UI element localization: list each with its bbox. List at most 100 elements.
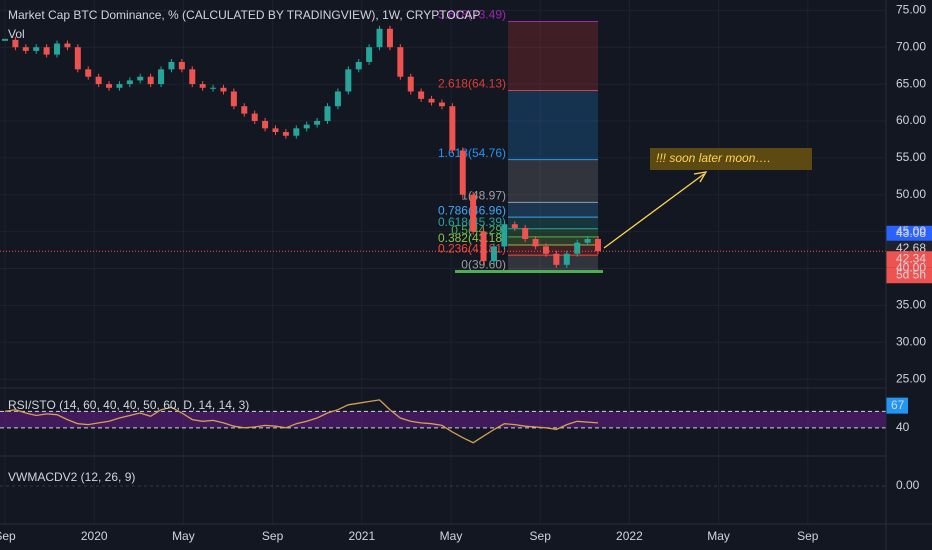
candle: [168, 61, 175, 70]
candle: [595, 238, 601, 252]
candle: [199, 84, 206, 88]
y-tick-label: 30.00: [896, 334, 926, 348]
candle: [95, 76, 102, 85]
grid: [0, 0, 886, 524]
countdown-tag: [886, 267, 932, 284]
annotation-box: [650, 148, 812, 170]
candle: [418, 91, 425, 99]
y-tick-label: 70.00: [896, 39, 926, 53]
candle: [397, 47, 404, 77]
candle: [574, 242, 581, 254]
volume-label: Vol: [8, 27, 25, 41]
candle: [470, 194, 477, 232]
fib-band: [508, 236, 598, 246]
x-tick-label: May: [172, 529, 195, 543]
candle: [106, 84, 113, 88]
plot: 3.618(73.49) 2.618(64.13) 1.618(54.76) 1(48…: [0, 8, 932, 492]
candle: [43, 47, 50, 55]
candle: [116, 84, 123, 88]
candle: [64, 43, 71, 48]
y-tick-label: 50.00: [896, 187, 926, 201]
fib-band: [508, 255, 598, 272]
macd-tick-label: 0.00: [896, 478, 920, 492]
x-tick-label: Sep: [530, 529, 552, 543]
candle: [22, 47, 29, 51]
candle: [355, 61, 362, 70]
candle: [522, 227, 529, 239]
candle: [147, 76, 154, 85]
fib-band: [508, 159, 598, 203]
price-tag-label: 43.08: [896, 226, 926, 240]
candle: [386, 28, 393, 48]
candle: [459, 150, 466, 195]
fib-band: [508, 245, 598, 256]
x-tick-label: 2022: [616, 529, 643, 543]
candle: [501, 224, 508, 247]
candle: [158, 69, 165, 85]
candle: [334, 91, 341, 107]
rsi-tag-label: 67: [891, 398, 905, 412]
candle: [438, 102, 445, 107]
fib-label: 0.5(44.29): [451, 223, 506, 237]
candle: [366, 47, 373, 62]
candle: [230, 91, 237, 107]
candle: [54, 43, 61, 55]
y-tick-label: 60.00: [896, 113, 926, 127]
candle: [85, 69, 92, 77]
fib-label: 0.236(41.81): [438, 241, 506, 255]
annotation-arrow: [603, 173, 705, 249]
y-tick-label: 25.00: [896, 371, 926, 385]
rsi-tick-label: 40: [896, 420, 910, 434]
candle: [490, 246, 497, 262]
candle: [511, 224, 518, 228]
candle: [584, 238, 591, 243]
candle: [407, 76, 414, 92]
rsi-line: [4, 399, 599, 444]
candle: [2, 38, 8, 41]
candle: [33, 47, 40, 51]
y-tick-label: 75.00: [896, 2, 926, 16]
macd-label: VWMACDV2 (12, 26, 9): [8, 470, 135, 484]
rsi-tag: [886, 397, 908, 414]
candle: [542, 246, 549, 254]
rsi-band: [0, 411, 886, 428]
x-tick-label: 2020: [81, 529, 108, 543]
fib-band: [508, 228, 598, 237]
candle: [449, 106, 456, 151]
candle: [210, 87, 217, 89]
candle: [376, 28, 383, 48]
annotation-text: !!! soon later moon….: [656, 151, 771, 165]
candle: [189, 69, 196, 85]
fib-label: 1.618(54.76): [438, 146, 506, 160]
x-tick-label: Sep: [0, 529, 16, 543]
candle: [137, 76, 144, 81]
x-tick-label: May: [440, 529, 463, 543]
candle: [553, 253, 560, 265]
fib-label: 1(48.97): [461, 189, 506, 203]
fib-band: [508, 21, 598, 91]
candle: [282, 132, 289, 136]
candle: [220, 87, 227, 92]
candle: [303, 124, 310, 129]
y-tick-label: 40.00: [896, 261, 926, 275]
fib-label: 2.618(64.13): [438, 77, 506, 91]
fib-band: [508, 202, 598, 218]
candle: [262, 120, 269, 129]
candle: [178, 61, 185, 70]
candle: [345, 69, 352, 92]
arrow-head: [693, 171, 708, 183]
x-tick-label: Sep: [262, 529, 284, 543]
price-tag: [886, 225, 932, 242]
chart-title: Market Cap BTC Dominance, % (CALCULATED …: [8, 8, 480, 22]
x-tick-label: Sep: [797, 529, 819, 543]
y-tick-label: 65.00: [896, 76, 926, 90]
candle: [532, 238, 539, 247]
candle: [324, 106, 331, 121]
price-tag: [886, 251, 932, 268]
candle: [293, 128, 300, 136]
y-tick-label: 55.00: [896, 150, 926, 164]
rsi-label: RSI/STO (14, 60, 40, 40, 50, 60, D, 14, …: [8, 398, 249, 412]
